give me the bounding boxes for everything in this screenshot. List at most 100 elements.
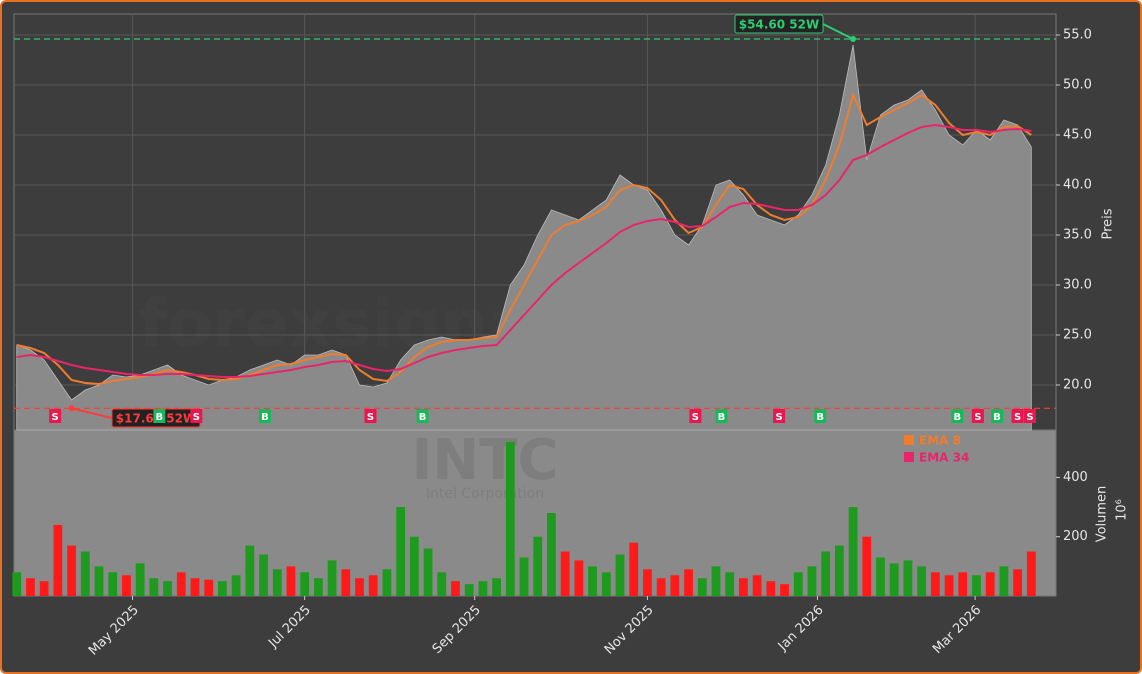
volume-bar: [368, 575, 378, 596]
volume-bar: [39, 581, 49, 596]
volume-bar: [752, 575, 762, 596]
signal-marker: [416, 409, 429, 423]
volume-bar: [300, 572, 310, 596]
volume-bar: [793, 572, 803, 596]
volume-bar: [972, 575, 981, 596]
low-arrow: [71, 407, 113, 419]
volume-bar: [218, 581, 227, 596]
volume-axis-label: Volumen: [1095, 486, 1110, 543]
signal-marker: [49, 409, 62, 423]
volume-bar: [53, 524, 63, 596]
volume-bar: [396, 507, 406, 596]
signal-marker: [814, 409, 827, 423]
volume-bar: [889, 563, 899, 596]
volume-bar: [341, 569, 351, 596]
volume-bar: [903, 560, 913, 596]
signal-label: S: [1026, 412, 1033, 423]
volume-bar: [204, 579, 214, 596]
volume-bar: [725, 572, 735, 596]
x-tick-label: Sep 2025: [430, 603, 484, 657]
volume-bar: [80, 551, 90, 596]
y-tick-label: 35.0: [1063, 228, 1092, 243]
high-label: $54.60 52W: [739, 18, 819, 32]
y-tick-label: 30.0: [1063, 278, 1092, 293]
volume-bar: [259, 554, 268, 596]
volume-bar: [574, 560, 584, 596]
volume-bar: [656, 578, 666, 596]
x-tick-label: May 2025: [86, 603, 142, 659]
signal-label: B: [156, 412, 164, 423]
x-tick-label: Jul 2025: [265, 603, 314, 652]
volume-bar: [245, 545, 255, 596]
volume-bar: [999, 566, 1009, 596]
signal-marker: [1011, 409, 1024, 423]
volume-bar: [876, 557, 885, 596]
volume-bar: [739, 578, 748, 596]
volume-bar: [958, 572, 968, 596]
signal-label: S: [974, 412, 981, 423]
legend-label: EMA 8: [919, 434, 961, 448]
volume-bar: [917, 566, 927, 596]
signal-marker: [715, 409, 728, 423]
y-tick-label: 20.0: [1063, 378, 1092, 393]
volume-bar: [930, 572, 940, 596]
x-tick-label: Nov 2025: [602, 603, 657, 658]
volume-bar: [505, 441, 515, 596]
ema-line: [16, 92, 1032, 386]
y-tick-label: 25.0: [1063, 328, 1092, 343]
volume-bar: [163, 581, 172, 596]
volume-bar: [464, 584, 474, 596]
volume-bar: [478, 581, 488, 596]
volume-bar: [12, 572, 22, 596]
volume-bar: [944, 575, 954, 596]
signal-marker: [190, 409, 203, 423]
volume-bar: [821, 551, 831, 596]
symbol-watermark: INTC: [412, 428, 559, 493]
signal-marker: [258, 409, 271, 423]
y2-tick-label: 400: [1063, 470, 1088, 485]
signal-label: B: [718, 412, 726, 423]
signal-label: S: [692, 412, 699, 423]
signal-marker: [971, 409, 984, 423]
volume-bar: [409, 536, 419, 596]
volume-bar: [684, 569, 693, 596]
signal-label: B: [419, 412, 427, 423]
volume-bar: [615, 554, 625, 596]
x-tick-label: Mar 2026: [930, 603, 984, 657]
volume-bar: [711, 566, 721, 596]
signal-label: S: [52, 412, 59, 423]
volume-bar: [766, 581, 776, 596]
volume-bar: [643, 569, 652, 596]
legend-label: EMA 34: [919, 451, 969, 465]
signal-label: S: [367, 412, 374, 423]
volume-bar: [1026, 551, 1036, 596]
signal-label: B: [953, 412, 961, 423]
price-area: [16, 44, 1032, 431]
volume-bar: [355, 578, 364, 596]
signal-label: B: [261, 412, 269, 423]
y2-tick-label: 200: [1063, 529, 1088, 544]
y-tick-label: 40.0: [1063, 178, 1092, 193]
legend-swatch: [904, 435, 914, 445]
volume-bar: [451, 581, 460, 596]
signal-label: S: [193, 412, 200, 423]
signal-marker: [689, 409, 702, 423]
signal-marker: [773, 409, 786, 423]
volume-bar: [670, 575, 680, 596]
volume-bar: [601, 572, 611, 596]
signal-label: B: [816, 412, 824, 423]
signal-marker: [991, 409, 1004, 423]
volume-bar: [26, 578, 35, 596]
volume-scale-label: 10⁶: [1115, 499, 1130, 521]
volume-bar: [67, 545, 76, 596]
signal-marker: [364, 409, 377, 423]
volume-bar: [697, 578, 707, 596]
company-watermark: Intel Corporation: [426, 486, 544, 502]
volume-bar: [519, 557, 529, 596]
volume-bar: [547, 513, 556, 596]
ema-line: [16, 123, 1032, 378]
volume-bar: [122, 575, 131, 596]
y-tick-label: 55.0: [1063, 28, 1092, 43]
volume-bar: [985, 572, 995, 596]
